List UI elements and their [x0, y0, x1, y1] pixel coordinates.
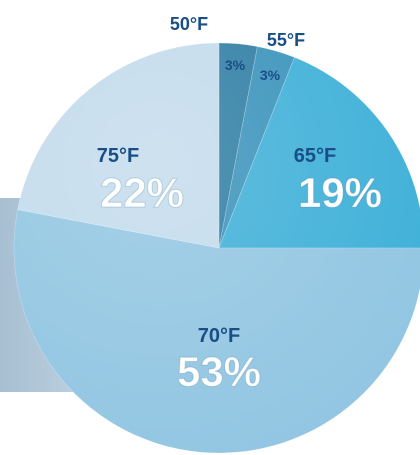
slice-value-70f: 53% [177, 348, 261, 395]
slice-value-55f: 3% [260, 67, 281, 83]
slice-label-50f: 50°F [170, 14, 208, 34]
slice-label-75f: 75°F [97, 145, 139, 167]
slice-label-70f: 70°F [198, 325, 240, 347]
slice-label-55f: 55°F [267, 30, 305, 50]
slice-value-50f: 3% [225, 57, 246, 73]
pie-labels: 50°F 3% 55°F 3% 65°F19% 70°F53% 75°F22% [97, 14, 383, 396]
pie-sheen [14, 43, 420, 453]
slice-value-75f: 22% [100, 169, 184, 216]
slice-value-65f: 19% [298, 169, 382, 216]
slice-label-65f: 65°F [294, 145, 336, 167]
